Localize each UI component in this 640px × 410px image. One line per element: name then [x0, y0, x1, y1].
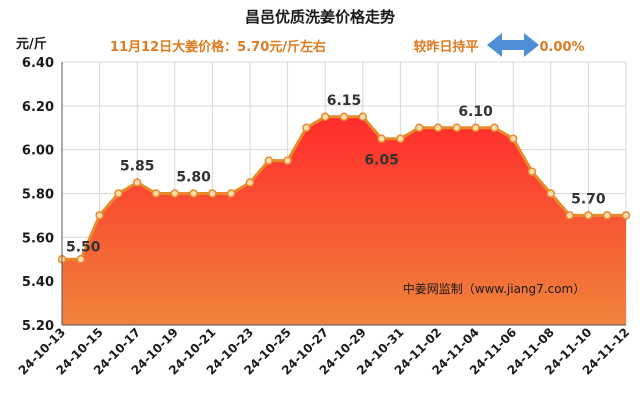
data-point — [527, 167, 537, 176]
y-tick-label: 5.60 — [22, 231, 54, 246]
data-point — [565, 211, 574, 220]
y-tick-label: 5.80 — [22, 188, 54, 203]
chart-title: 昌邑优质洗姜价格走势 — [245, 8, 395, 26]
y-tick-label: 5.40 — [22, 275, 54, 290]
data-point — [339, 112, 349, 122]
data-label: 6.15 — [327, 93, 362, 109]
change-percent: 0.00% — [539, 40, 584, 55]
data-point — [508, 134, 518, 143]
data-point — [377, 134, 386, 143]
data-point — [302, 123, 311, 132]
data-point — [264, 156, 274, 165]
data-point — [245, 178, 255, 187]
data-point — [76, 255, 86, 264]
data-label: 6.10 — [458, 104, 493, 120]
y-tick-label: 6.00 — [22, 144, 54, 159]
data-point — [396, 134, 405, 143]
data-point — [151, 189, 161, 198]
watermark-annotation: 中姜网监制（www.jiang7.com） — [403, 281, 585, 296]
data-markers — [57, 112, 631, 264]
data-label: 6.05 — [364, 153, 399, 169]
price-subtitle: 11月12日大姜价格：5.70元/斤左右 — [110, 39, 326, 55]
data-point — [320, 112, 330, 122]
x-tick-labels: 24-10-1324-10-1524-10-1724-10-1924-10-21… — [16, 325, 632, 377]
data-point — [546, 189, 556, 198]
data-point — [208, 189, 217, 198]
data-label: 5.85 — [120, 159, 155, 175]
y-tick-label: 5.20 — [22, 319, 54, 334]
data-point — [358, 112, 368, 122]
data-point — [170, 189, 180, 198]
data-point — [414, 123, 424, 132]
data-point — [621, 211, 631, 220]
price-area — [62, 116, 626, 325]
data-point — [132, 178, 142, 187]
data-label: 5.80 — [176, 170, 211, 186]
double-arrow-icon — [487, 33, 539, 57]
y-axis-label: 元/斤 — [16, 36, 47, 52]
data-point — [471, 123, 480, 132]
data-point — [226, 189, 236, 198]
compare-subtitle: 较昨日持平 — [413, 39, 478, 55]
data-point — [283, 156, 292, 165]
data-point — [114, 189, 123, 198]
data-point — [189, 189, 198, 198]
data-point — [452, 123, 462, 132]
y-tick-labels: 5.20 5.40 5.60 5.80 6.00 6.20 6.40 — [22, 56, 54, 334]
data-label: 5.50 — [66, 239, 101, 255]
y-tick-label: 6.20 — [22, 100, 54, 115]
data-point — [433, 123, 443, 132]
data-labels: 5.50 5.85 5.80 6.15 6.05 6.10 5.70 — [66, 93, 606, 255]
y-tick-label: 6.40 — [22, 56, 54, 71]
data-point — [602, 211, 612, 220]
data-point — [490, 123, 499, 132]
data-label: 5.70 — [571, 191, 606, 207]
data-point — [95, 211, 104, 220]
data-point — [584, 211, 593, 220]
